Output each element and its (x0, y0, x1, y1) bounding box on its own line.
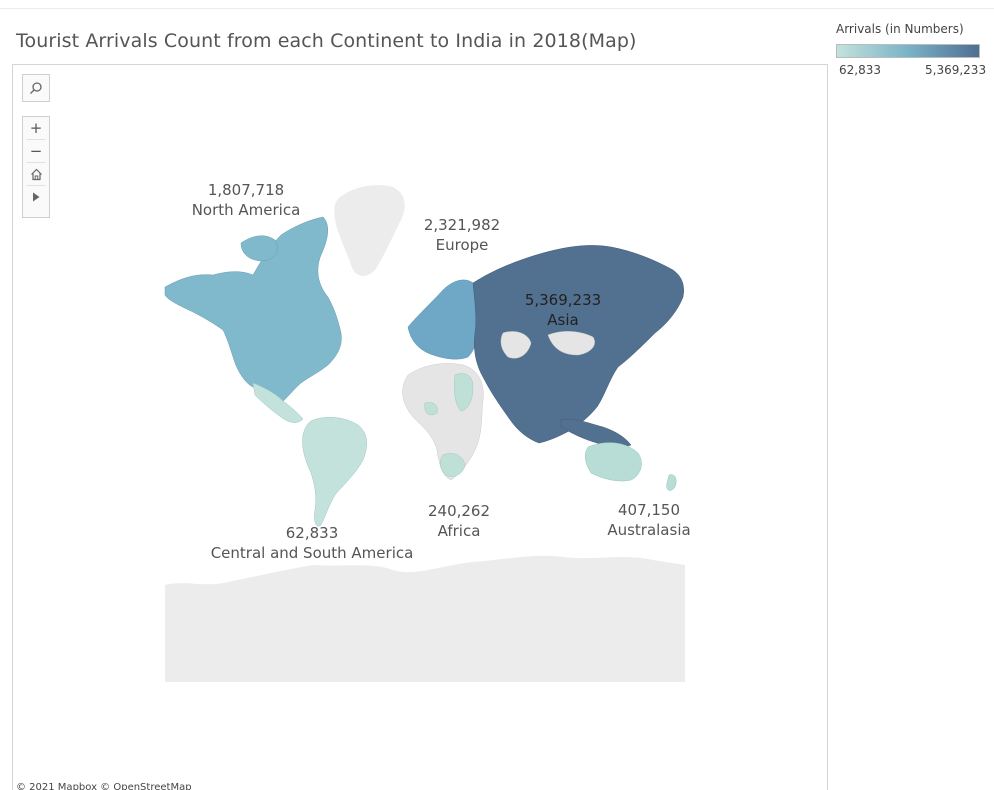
europe-value: 2,321,982 (423, 216, 501, 234)
legend-max-label: 5,369,233 (925, 63, 987, 77)
page-title: Tourist Arrivals Count from each Contine… (16, 30, 637, 52)
europe-name: Europe (435, 236, 489, 254)
reset-view-button[interactable] (23, 163, 49, 185)
australasia-value: 407,150 (617, 501, 681, 519)
world-map[interactable] (13, 65, 828, 790)
north-america-value: 1,807,718 (207, 181, 285, 199)
australasia-name: Australasia (607, 521, 691, 539)
asia-no-data-shape-2 (500, 331, 532, 359)
central-south-america-name: Central and South America (210, 544, 414, 562)
map-label-europe: 2,321,982 Europe (424, 216, 500, 254)
home-icon (30, 168, 42, 180)
africa-name: Africa (437, 522, 481, 540)
map-label-africa: 240,262 Africa (428, 502, 490, 540)
zoom-in-button[interactable]: + (29, 119, 43, 137)
asia-name: Asia (547, 311, 579, 329)
legend-gradient-bar (836, 44, 980, 58)
antarctica-shape (165, 555, 685, 682)
region-africa-west[interactable] (424, 402, 438, 416)
map-label-north-america: 1,807,718 North America (192, 181, 301, 219)
zoom-controls: + − (22, 116, 50, 218)
region-europe[interactable] (407, 279, 482, 360)
legend-min-label: 62,833 (839, 63, 881, 77)
asia-value: 5,369,233 (524, 291, 602, 309)
region-africa-east[interactable] (454, 373, 474, 412)
map-label-central-south-america: 62,833 Central and South America (211, 524, 414, 562)
play-icon (33, 192, 40, 202)
search-icon (30, 82, 42, 94)
region-africa-south[interactable] (440, 453, 466, 477)
map-search-button[interactable] (22, 74, 50, 102)
central-south-america-value: 62,833 (285, 524, 339, 542)
region-south-america[interactable] (302, 417, 367, 527)
map-view[interactable]: + − 1,807,718 North America 2,321,982 Eu… (12, 64, 828, 790)
greenland-shape (334, 185, 405, 277)
arctic-islands-shape (240, 235, 278, 262)
map-attribution[interactable]: © 2021 Mapbox © OpenStreetMap (16, 782, 192, 790)
africa-value: 240,262 (427, 502, 491, 520)
color-legend: Arrivals (in Numbers) 62,833 5,369,233 (836, 22, 986, 77)
legend-title: Arrivals (in Numbers) (836, 22, 964, 36)
zoom-out-button[interactable]: − (29, 142, 43, 160)
top-divider (0, 8, 994, 9)
region-central-america-north[interactable] (252, 382, 304, 423)
map-label-australasia: 407,150 Australasia (607, 501, 690, 539)
asia-no-data-shape (547, 331, 595, 356)
north-america-name: North America (191, 201, 301, 219)
map-label-asia: 5,369,233 Asia (525, 291, 601, 329)
region-australasia[interactable] (584, 442, 642, 482)
pan-mode-button[interactable] (23, 186, 49, 208)
region-new-zealand[interactable] (666, 474, 677, 491)
asia-islands-shape[interactable] (560, 419, 632, 448)
